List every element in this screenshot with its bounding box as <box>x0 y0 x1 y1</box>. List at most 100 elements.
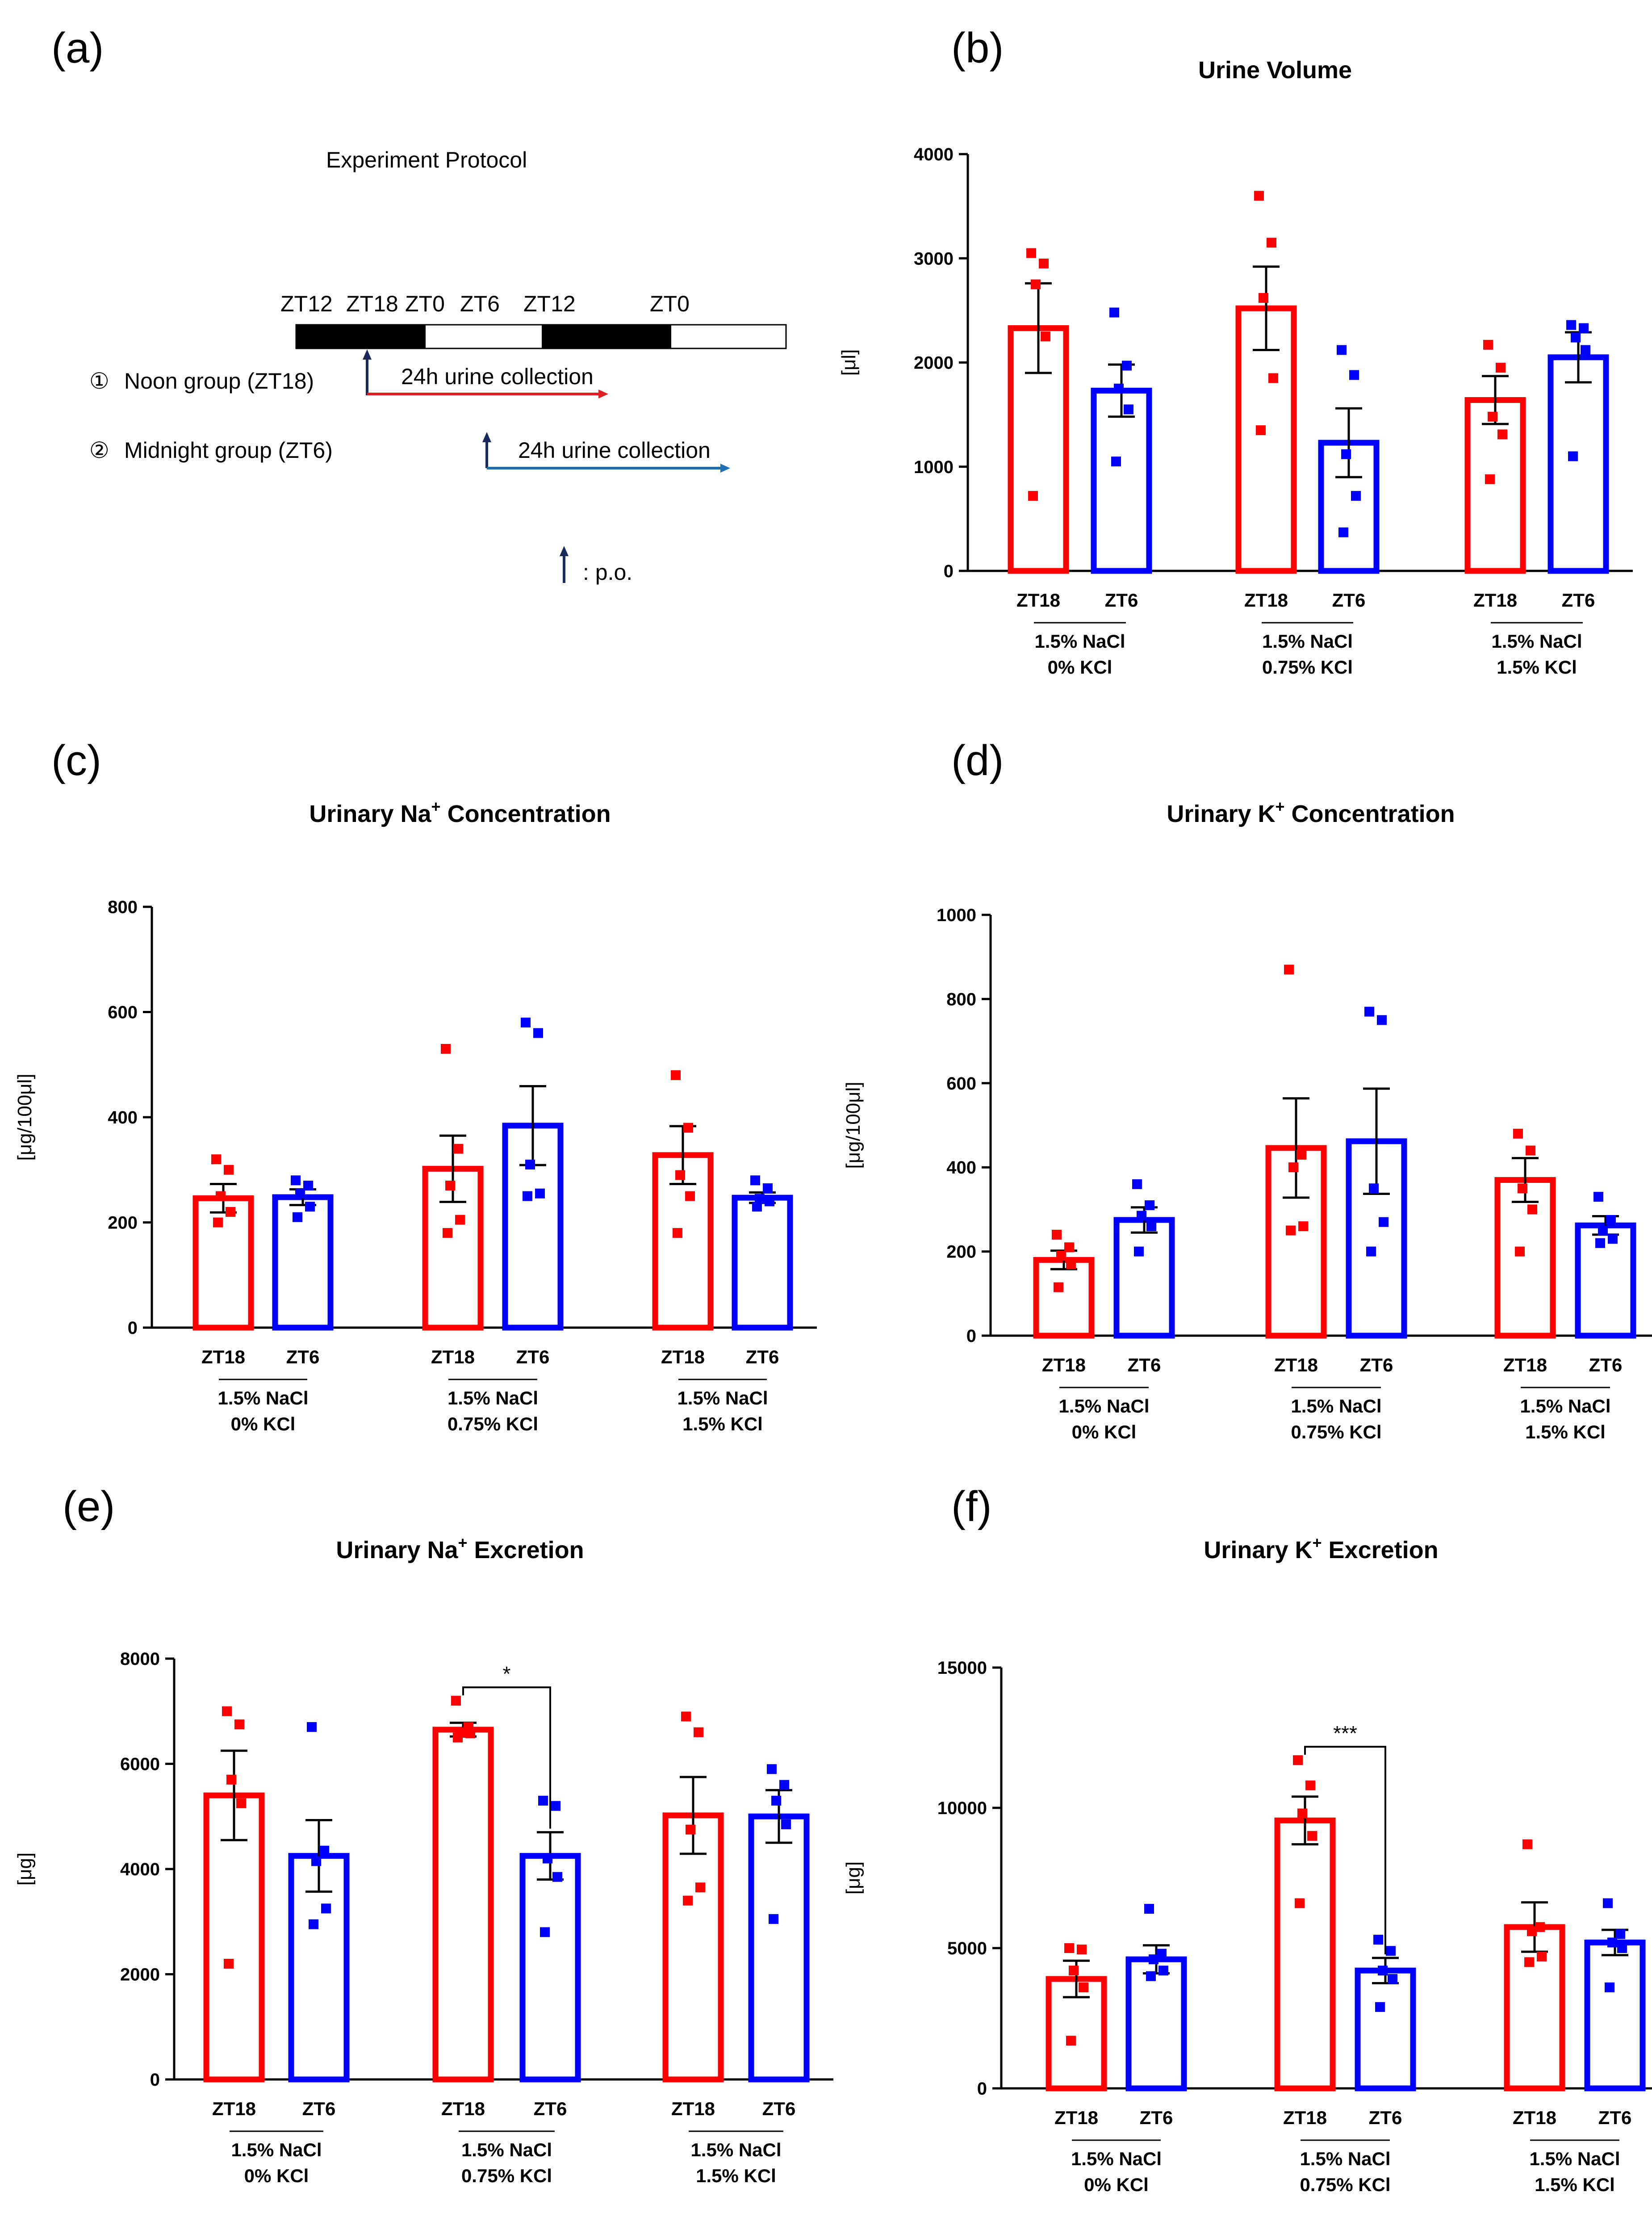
chart-f: Urinary K+ Excretion [μg] 0 5000 10000 15000 Z… <box>842 1534 1652 2195</box>
bar <box>192 1195 254 1331</box>
data-point <box>1617 1943 1627 1953</box>
data-point <box>1488 411 1497 422</box>
data-point <box>1064 1943 1074 1953</box>
data-point <box>1605 1982 1614 1992</box>
x-tick-label: ZT18 <box>441 2098 485 2119</box>
bar <box>1125 1956 1187 2091</box>
x-tick-label: ZT18 <box>661 1346 705 1367</box>
data-point <box>671 1070 681 1080</box>
data-point <box>1052 1229 1062 1240</box>
data-point <box>291 1175 301 1186</box>
group-label-kcl: 0.75% KCl <box>1291 1421 1381 1442</box>
group-label-nacl: 1.5% NaCl <box>1262 631 1353 652</box>
y-tick-label: 400 <box>108 1108 138 1127</box>
data-point <box>1149 1954 1158 1965</box>
data-point <box>1307 1831 1317 1841</box>
data-point <box>1124 404 1133 415</box>
data-point <box>465 1728 475 1739</box>
data-point <box>1515 1246 1525 1257</box>
group-label-nacl: 1.5% NaCl <box>448 1387 538 1408</box>
chart-title-main: Urinary K <box>1167 801 1275 827</box>
y-tick-label: 3000 <box>914 249 954 268</box>
data-point <box>750 1175 760 1186</box>
group-label-kcl: 0% KCl <box>1072 1421 1137 1442</box>
group-label-kcl: 0.75% KCl <box>1262 657 1353 678</box>
x-tick-label: ZT6 <box>516 1346 550 1367</box>
data-point <box>1064 1242 1074 1253</box>
y-tick-label: 10000 <box>937 1798 987 1818</box>
zt-label-6: ZT0 <box>650 291 690 316</box>
data-point <box>1305 1780 1315 1790</box>
bar <box>662 1812 724 2083</box>
chart-title-rest: Concentration <box>1285 801 1455 827</box>
x-tick-label: ZT6 <box>1140 2107 1173 2128</box>
y-tick-label: 2000 <box>120 1965 160 1985</box>
data-point <box>1146 1971 1156 1981</box>
zt-label-2: ZT18 <box>346 291 398 316</box>
data-point <box>1146 1221 1156 1232</box>
data-point <box>236 1798 246 1808</box>
data-point <box>1579 323 1589 333</box>
data-point <box>1524 1957 1534 1967</box>
bar <box>748 1813 810 2083</box>
y-axis-label: [μg] <box>842 1861 864 1894</box>
x-tick-label: ZT18 <box>1283 2107 1327 2128</box>
data-point <box>551 1801 560 1811</box>
bar <box>1575 1222 1636 1339</box>
data-point <box>752 1202 762 1212</box>
data-point <box>1527 1204 1537 1215</box>
midnight-dose-arrowhead-icon <box>482 432 491 442</box>
data-point <box>1286 1225 1296 1236</box>
y-tick-label: 6000 <box>120 1755 160 1774</box>
chart-title-rest: Concentration <box>441 801 611 827</box>
group-label-kcl: 0.75% KCl <box>448 1413 538 1434</box>
data-point <box>1111 457 1121 467</box>
group-label-kcl: 0% KCl <box>1084 2174 1149 2195</box>
y-tick-label: 600 <box>108 1003 138 1023</box>
significance-bracket <box>1304 1746 1386 1954</box>
protocol-title: Experiment Protocol <box>326 147 527 172</box>
data-point <box>1379 1217 1389 1227</box>
data-point <box>1031 279 1041 289</box>
bar <box>432 1727 494 2083</box>
data-point <box>1137 1211 1146 1221</box>
data-point <box>686 1824 695 1835</box>
data-point <box>1607 1937 1617 1948</box>
data-point <box>1298 1221 1308 1232</box>
data-point <box>1377 1015 1387 1025</box>
group-label-nacl: 1.5% NaCl <box>217 1387 308 1408</box>
chart-title: Urinary Na+ Concentration <box>309 797 611 827</box>
data-point <box>453 1732 463 1743</box>
noon-group-marker: ① <box>89 369 109 394</box>
x-tick-label: ZT6 <box>1128 1354 1161 1375</box>
data-point <box>767 1764 777 1774</box>
bar <box>1584 1939 1646 2091</box>
y-axis-label: [μg] <box>14 1853 36 1886</box>
data-point <box>1608 1234 1618 1244</box>
x-tick-label: ZT18 <box>431 1346 475 1367</box>
panel-letter-d: (d) <box>951 737 1004 784</box>
data-point <box>311 1856 321 1866</box>
chart-title: Urinary K+ Concentration <box>1167 797 1455 827</box>
y-tick-label: 0 <box>944 562 954 581</box>
data-point <box>525 1159 535 1169</box>
protocol-diagram: Experiment Protocol ZT12 ZT18 ZT0 ZT6 ZT… <box>89 147 787 585</box>
zt-label-4: ZT6 <box>460 291 500 316</box>
x-tick-label: ZT6 <box>1332 590 1366 611</box>
chart-c: Urinary Na+ Concentration [μg/100μl] 0 200 4… <box>14 797 817 1434</box>
chart-d: Urinary K+ Concentration [μg/100μl] 0 200 40… <box>842 797 1652 1442</box>
legend-arrowhead-icon <box>560 546 569 556</box>
panel-letter-b: (b) <box>951 24 1004 72</box>
data-point <box>781 1819 791 1829</box>
bar <box>519 1853 581 2083</box>
data-point <box>1606 1215 1616 1225</box>
data-point <box>1157 1949 1167 1959</box>
data-point <box>1496 363 1506 373</box>
data-point <box>1522 1839 1532 1849</box>
data-point <box>1566 320 1576 330</box>
data-point <box>226 1774 236 1785</box>
y-tick-label: 400 <box>946 1158 976 1178</box>
data-point <box>1134 1246 1144 1257</box>
data-point <box>685 1191 695 1201</box>
